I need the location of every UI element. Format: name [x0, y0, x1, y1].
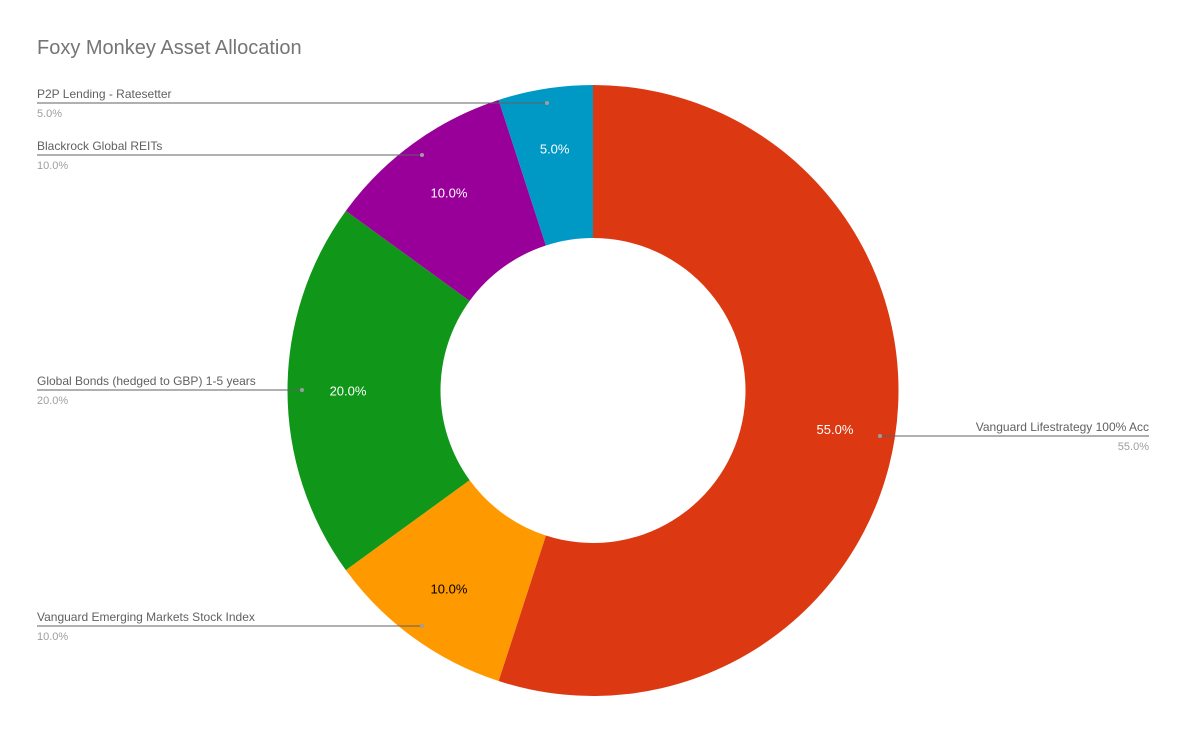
callout-name: Blackrock Global REITs [37, 139, 162, 153]
callout-name: P2P Lending - Ratesetter [37, 87, 172, 101]
callout-value: 55.0% [1118, 441, 1149, 453]
donut-slice [287, 210, 470, 571]
callout-dot [878, 434, 882, 438]
slice-percent-label: 20.0% [330, 384, 367, 399]
callout-value: 20.0% [37, 395, 68, 407]
slice-percent-label: 10.0% [431, 582, 468, 597]
callout-dot [420, 624, 424, 628]
callout-dot [545, 101, 549, 105]
callout-name: Vanguard Lifestrategy 100% Acc [976, 420, 1149, 434]
callout-value: 10.0% [37, 631, 68, 643]
donut-slice [345, 99, 546, 301]
callout-name: Global Bonds (hedged to GBP) 1-5 years [37, 374, 256, 388]
chart-title: Foxy Monkey Asset Allocation [37, 37, 302, 59]
slice-percent-label: 10.0% [431, 185, 468, 200]
callout-dot [420, 153, 424, 157]
callout-value: 5.0% [37, 108, 62, 120]
callout-dot [300, 388, 304, 392]
donut-slice [498, 85, 899, 696]
callout-value: 10.0% [37, 160, 68, 172]
slice-percent-label: 5.0% [540, 142, 570, 157]
donut-slice [345, 480, 546, 682]
slice-percent-label: 55.0% [817, 422, 854, 437]
donut-slice [498, 85, 593, 246]
callout-name: Vanguard Emerging Markets Stock Index [37, 610, 255, 624]
